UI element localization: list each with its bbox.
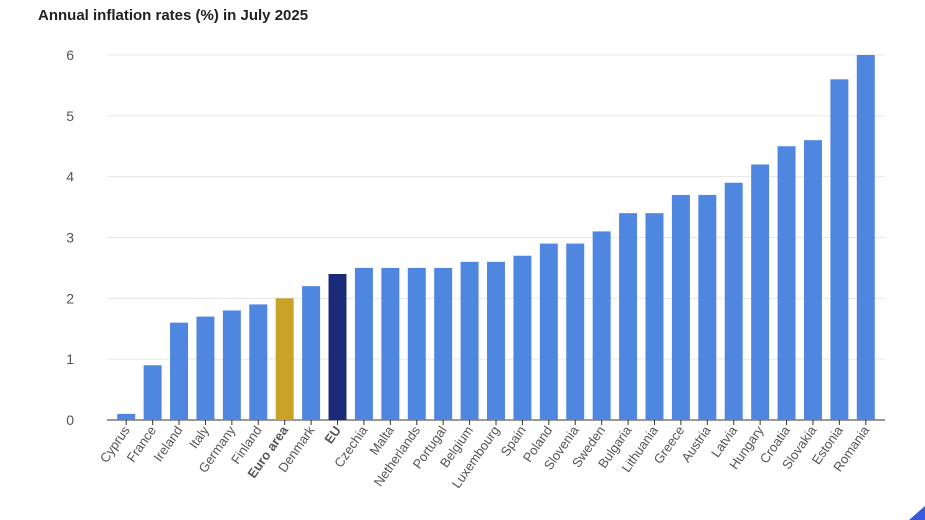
y-tick-label: 4: [66, 169, 74, 185]
bar-euro-area: [275, 298, 294, 420]
bar-austria: [698, 194, 717, 420]
bar-finland: [249, 304, 268, 420]
y-tick-label: 2: [66, 290, 74, 306]
bar-slovenia: [566, 243, 585, 420]
bar-sweden: [592, 231, 611, 420]
bar-luxembourg: [487, 261, 505, 420]
bar-spain: [513, 255, 532, 420]
bar-romania: [856, 55, 875, 420]
bar-netherlands: [407, 267, 426, 420]
bar-slovakia: [803, 140, 822, 420]
bar-hungary: [751, 164, 770, 420]
x-tick-label: Ireland: [150, 423, 185, 464]
y-tick-label: 0: [66, 412, 74, 428]
bar-estonia: [830, 79, 849, 420]
bar-denmark: [302, 286, 321, 420]
bar-czechia: [354, 267, 373, 420]
bar-belgium: [460, 261, 479, 420]
bar-france: [143, 365, 162, 420]
bar-germany: [222, 310, 241, 420]
bar-ireland: [170, 322, 189, 420]
y-tick-label: 1: [66, 351, 74, 367]
bar-lithuania: [645, 213, 664, 420]
x-tick-label: Austria: [678, 422, 714, 464]
bar-greece: [671, 194, 690, 420]
corner-decoration: [909, 506, 925, 520]
bar-cyprus: [117, 413, 136, 420]
bar-bulgaria: [619, 213, 638, 420]
chart-title: Annual inflation rates (%) in July 2025: [38, 7, 309, 24]
x-tick-label: EU: [321, 423, 344, 446]
bar-malta: [381, 267, 400, 420]
y-tick-label: 6: [66, 47, 74, 63]
y-tick-label: 5: [66, 108, 74, 124]
bar-poland: [539, 243, 558, 420]
y-tick-label: 3: [66, 230, 74, 246]
bar-latvia: [724, 182, 743, 420]
bar-portugal: [434, 267, 453, 420]
bar-eu: [328, 274, 347, 420]
bar-italy: [196, 316, 215, 420]
bar-croatia: [777, 146, 796, 420]
